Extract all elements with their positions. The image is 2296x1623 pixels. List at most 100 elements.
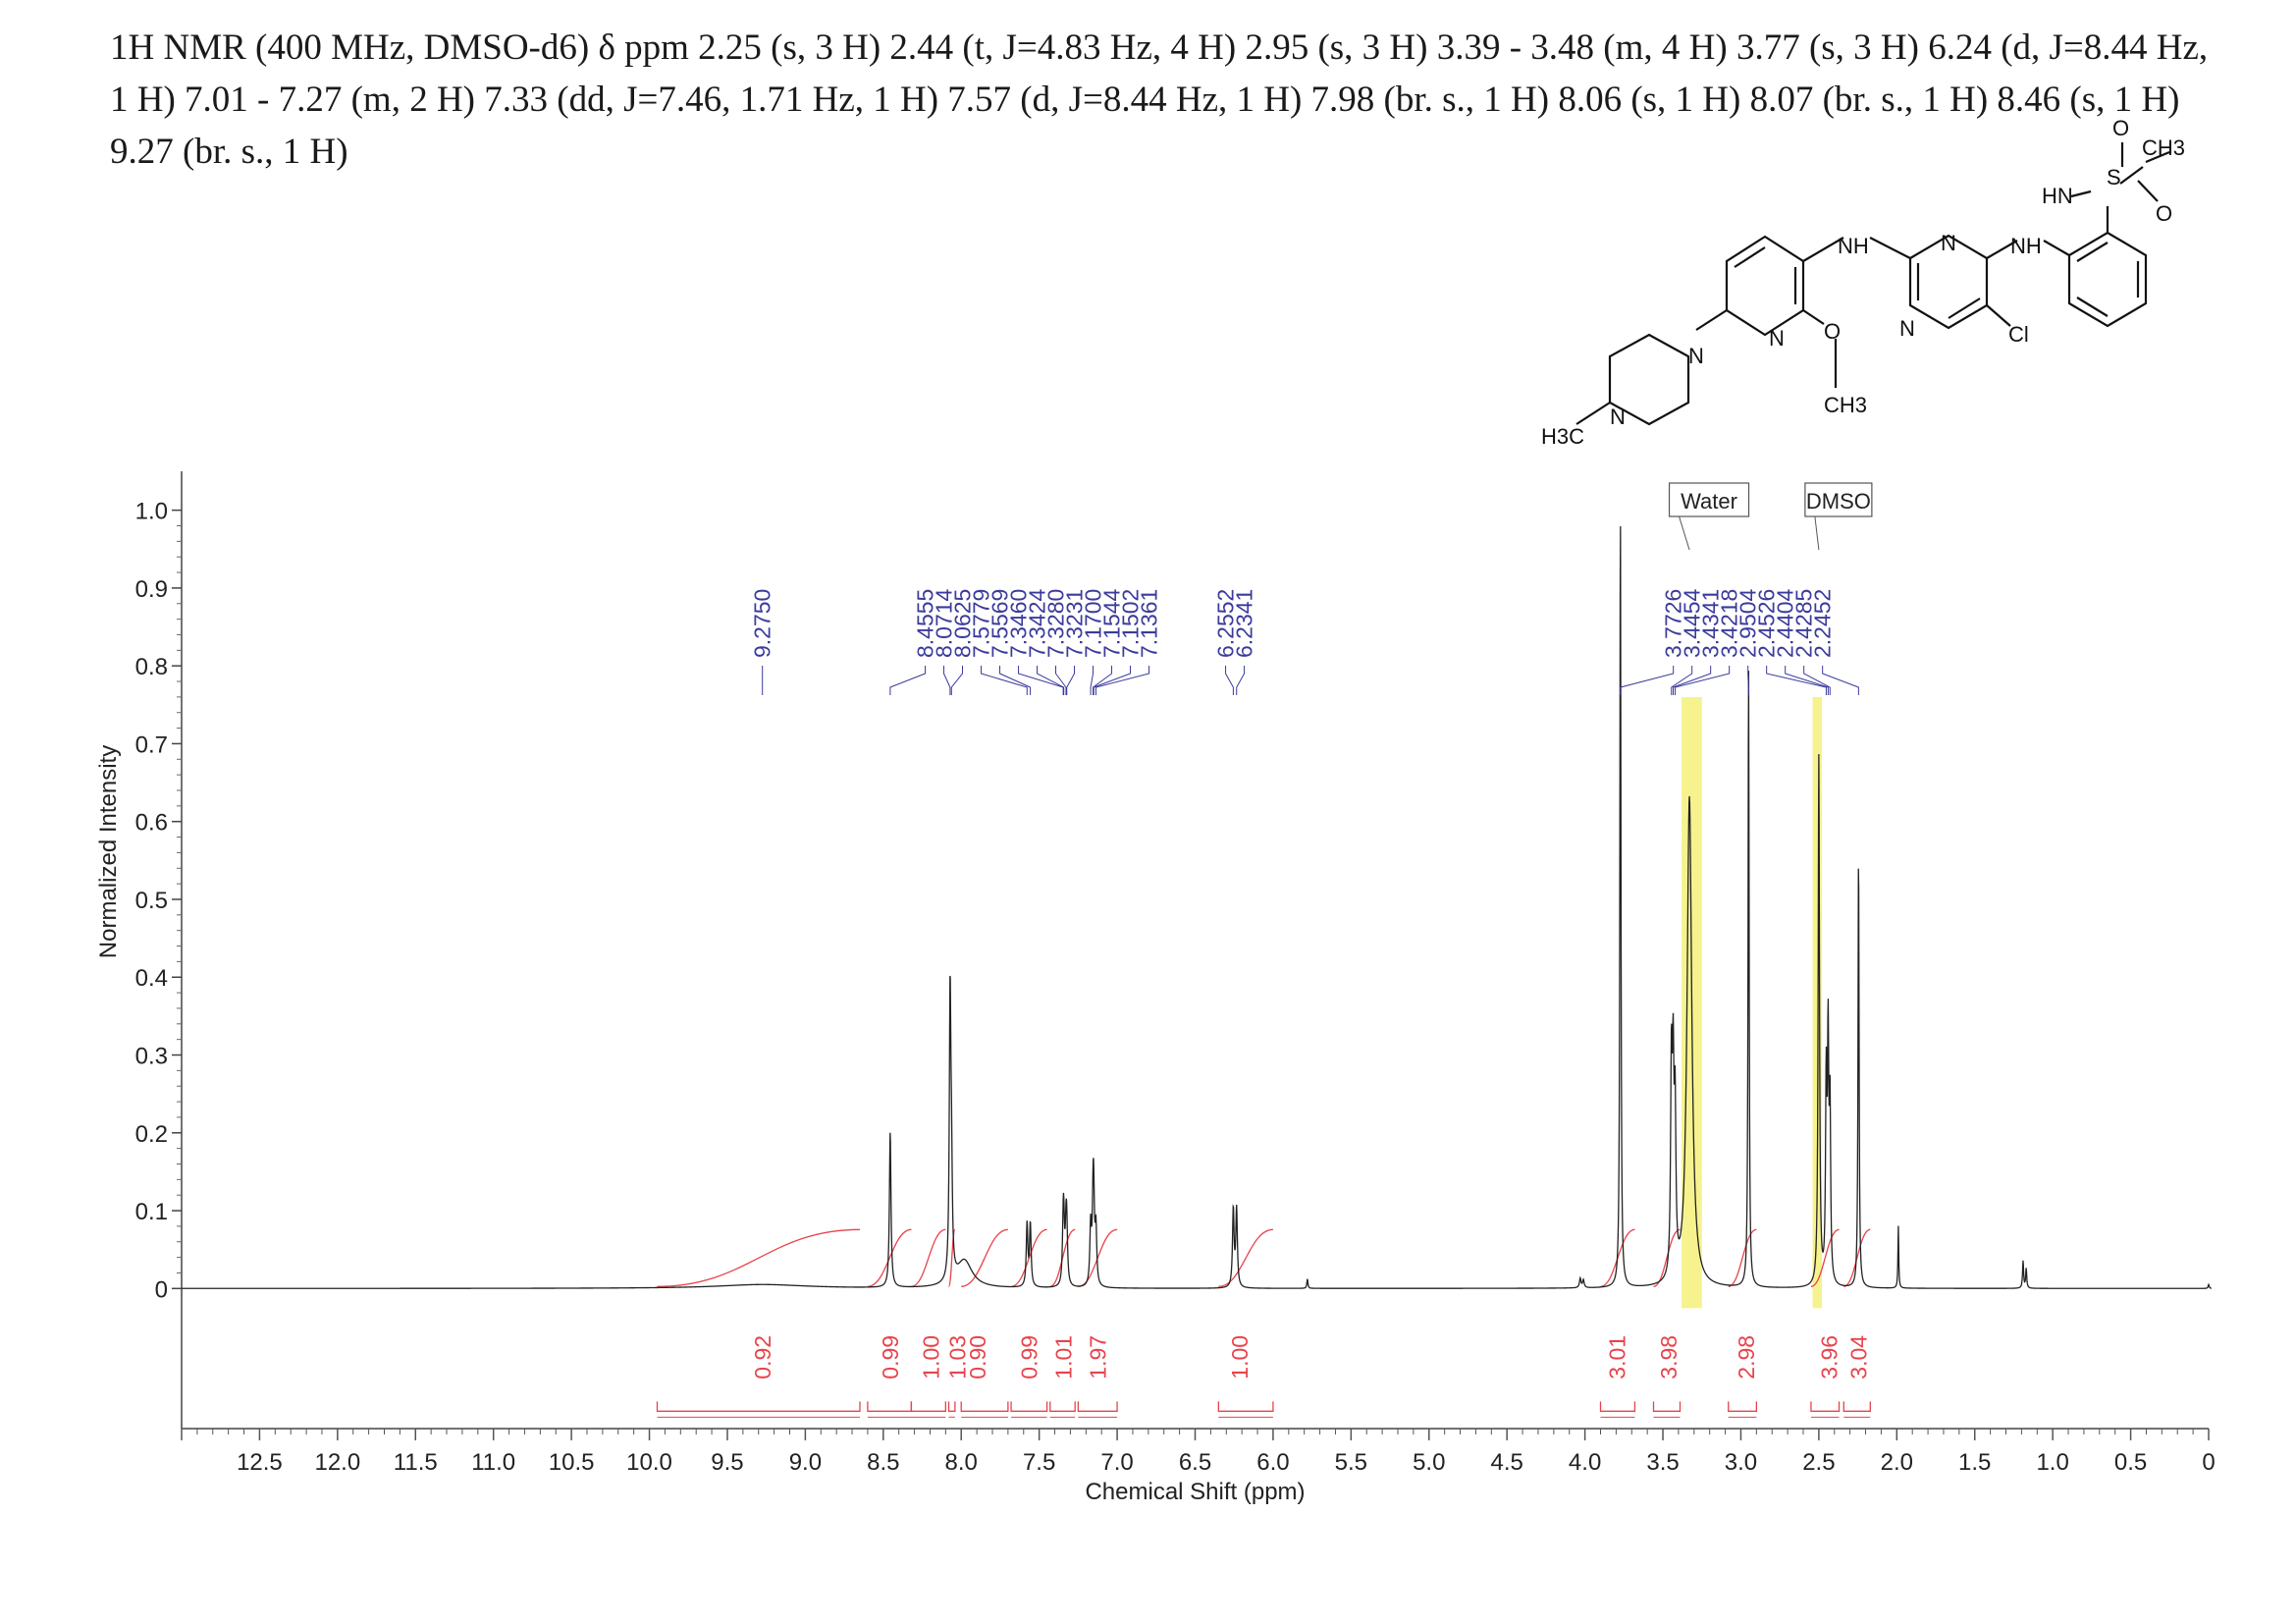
peak-label: 8.4555 <box>913 589 938 658</box>
peak-label: 2.4404 <box>1773 588 1798 658</box>
bond <box>2137 180 2159 202</box>
x-tick-label: 3.0 <box>1725 1449 1757 1476</box>
bond <box>2070 189 2092 198</box>
y-tick-label: 0 <box>155 1276 168 1303</box>
benzene-double-bond <box>2076 242 2109 262</box>
y-tick-label: 0.7 <box>135 731 168 758</box>
x-tick-label: 9.0 <box>789 1449 822 1476</box>
bond <box>1695 309 1728 331</box>
integral-value: 1.00 <box>918 1335 943 1380</box>
peak-label: 7.1544 <box>1099 588 1125 658</box>
x-tick-label: 11.0 <box>471 1449 515 1476</box>
peak-label-connector <box>1037 666 1065 695</box>
x-tick-label: 7.5 <box>1023 1449 1055 1476</box>
solvent-annotation-label: Water <box>1681 489 1737 514</box>
integral-bracket <box>960 1401 1009 1412</box>
peak-label-connector <box>1095 666 1150 695</box>
x-tick-label: 10.5 <box>549 1449 595 1476</box>
peak-label: 7.5779 <box>969 589 994 658</box>
peak-label-connector <box>1066 666 1076 695</box>
integral-bracket <box>1728 1401 1757 1412</box>
peak-label: 2.4526 <box>1754 589 1780 658</box>
integral-curve <box>657 1228 860 1287</box>
peak-label-connector <box>943 666 951 695</box>
peak-label-connector <box>1673 666 1712 695</box>
x-tick-label: 2.5 <box>1802 1449 1835 1476</box>
y-axis-ticks: 0 0.1 0.2 0.3 0.4 0.5 0.6 0.7 0.8 0.9 1.0 <box>135 499 182 1303</box>
molecule-atom-label: N <box>1688 344 1704 368</box>
peak-label: 8.0625 <box>950 589 976 658</box>
solvent-annotation-box <box>1804 482 1873 517</box>
integral-curve <box>961 1228 1008 1287</box>
integral-bracket <box>1217 1401 1274 1412</box>
peak-label-connector <box>1803 666 1831 695</box>
x-tick-label: 12.0 <box>314 1449 360 1476</box>
spectrum-line <box>182 525 2212 1289</box>
peak-label: 3.7726 <box>1661 589 1686 658</box>
integral-value: 0.99 <box>1017 1335 1042 1380</box>
integral-value: 0.99 <box>878 1335 903 1380</box>
x-tick-label: 1.5 <box>1958 1449 1991 1476</box>
x-tick-label: 3.5 <box>1646 1449 1679 1476</box>
integral-curve <box>947 1228 956 1287</box>
solvent-annotation-connector <box>1679 515 1690 551</box>
peak-label-connector <box>1090 666 1095 695</box>
integral-curve <box>1049 1228 1076 1287</box>
benzene-double-bond <box>2076 297 2109 317</box>
molecule-atom-label: O <box>2156 201 2172 226</box>
x-tick-label: 1.0 <box>2036 1449 2068 1476</box>
peak-label-connector <box>1018 666 1064 695</box>
x-tick-label: 10.0 <box>626 1449 672 1476</box>
integral-curve <box>911 1228 946 1287</box>
molecule-atom-label: N <box>1769 326 1785 351</box>
peak-label: 7.5569 <box>988 589 1013 658</box>
integral-curve <box>1810 1228 1840 1287</box>
peak-label: 7.3424 <box>1025 588 1050 658</box>
x-tick-label: 0.5 <box>2114 1449 2147 1476</box>
molecule-atom-label: S <box>2107 165 2121 189</box>
peak-label: 7.1700 <box>1081 589 1106 658</box>
peak-label-connector <box>1766 666 1827 695</box>
molecule-atom-label: N <box>1610 405 1626 429</box>
peak-label: 3.4341 <box>1698 589 1724 658</box>
peak-label: 3.4218 <box>1717 589 1742 658</box>
molecule-atom-label: NH <box>1838 234 1869 258</box>
x-tick-label: 7.0 <box>1100 1449 1133 1476</box>
peak-label: 7.1502 <box>1118 589 1144 658</box>
solvent-annotation-label: DMSO <box>1806 489 1871 514</box>
x-tick-label: 12.5 <box>237 1449 283 1476</box>
integral-value: 3.98 <box>1656 1335 1682 1380</box>
x-tick-label: 6.0 <box>1256 1449 1289 1476</box>
bond <box>1802 309 1825 325</box>
y-tick-label: 0.4 <box>135 965 168 992</box>
bond <box>2145 150 2170 164</box>
molecule-atom-label: N <box>1899 316 1915 341</box>
peak-label-connector <box>1822 666 1859 695</box>
y-tick-label: 0.9 <box>135 576 168 603</box>
x-tick-label: 2.0 <box>1881 1449 1913 1476</box>
solvent-highlights <box>1682 697 1823 1309</box>
integral-bracket <box>1652 1401 1682 1412</box>
integral-curve <box>1010 1228 1047 1287</box>
bond <box>1802 237 1844 262</box>
peak-label: 9.2750 <box>750 589 775 658</box>
integral-bracket <box>1599 1401 1636 1412</box>
x-tick-label: 8.0 <box>945 1449 978 1476</box>
molecule-atom-label: HN <box>2042 184 2073 208</box>
axes: 0 0.1 0.2 0.3 0.4 0.5 0.6 0.7 0.8 0.9 1.0 12.5 12.0… <box>95 471 2216 1505</box>
integral-value: 1.01 <box>1050 1335 1076 1380</box>
nmr-assignment-header: 1H NMR (400 MHz, DMSO-d6) δ ppm 2.25 (s,… <box>110 27 2209 172</box>
integral-value: 0.90 <box>965 1335 990 1380</box>
integral-bracket <box>1049 1401 1076 1412</box>
molecule-atom-label: O <box>1824 319 1841 344</box>
integral-value: 1.97 <box>1085 1335 1110 1380</box>
peak-label: 3.4454 <box>1680 588 1705 658</box>
peak-label: 6.2341 <box>1232 589 1257 658</box>
peak-label-connector <box>1785 666 1829 695</box>
integral-value: 2.98 <box>1734 1335 1759 1380</box>
x-tick-label: 11.5 <box>394 1449 438 1476</box>
bond <box>2119 166 2144 185</box>
integral-bracket <box>1010 1401 1048 1412</box>
integral-bracket <box>1842 1401 1871 1412</box>
